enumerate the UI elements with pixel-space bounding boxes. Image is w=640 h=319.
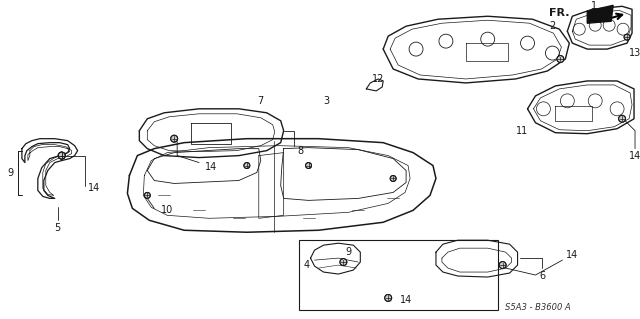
Text: 11: 11 <box>516 126 529 136</box>
Text: 6: 6 <box>540 271 545 281</box>
Text: 7: 7 <box>258 96 264 106</box>
Circle shape <box>58 152 65 159</box>
Circle shape <box>390 175 396 182</box>
Text: 14: 14 <box>88 183 100 193</box>
Circle shape <box>557 56 564 63</box>
Polygon shape <box>588 5 613 23</box>
Text: 12: 12 <box>372 74 385 84</box>
Circle shape <box>58 152 65 159</box>
Text: 9: 9 <box>7 167 13 177</box>
Text: S5A3 - B3600 A: S5A3 - B3600 A <box>504 303 570 312</box>
Circle shape <box>145 192 150 198</box>
Text: 14: 14 <box>629 151 640 160</box>
Text: FR.: FR. <box>549 8 570 18</box>
Text: 4: 4 <box>303 260 310 270</box>
Circle shape <box>385 294 392 301</box>
Text: 14: 14 <box>400 295 412 305</box>
Circle shape <box>305 163 312 168</box>
Text: 14: 14 <box>566 250 579 260</box>
Bar <box>299 240 498 310</box>
Text: 10: 10 <box>161 205 173 215</box>
Circle shape <box>499 262 506 269</box>
Circle shape <box>171 135 178 142</box>
Text: 5: 5 <box>54 223 61 233</box>
Text: 9: 9 <box>346 247 351 257</box>
Text: 8: 8 <box>298 145 303 156</box>
Circle shape <box>619 115 625 122</box>
Circle shape <box>624 34 630 40</box>
Text: 13: 13 <box>629 48 640 58</box>
Text: 2: 2 <box>549 21 556 31</box>
Text: 14: 14 <box>205 161 217 172</box>
Circle shape <box>340 259 347 266</box>
Circle shape <box>244 163 250 168</box>
Text: 1: 1 <box>591 1 597 11</box>
Text: 3: 3 <box>323 96 330 106</box>
